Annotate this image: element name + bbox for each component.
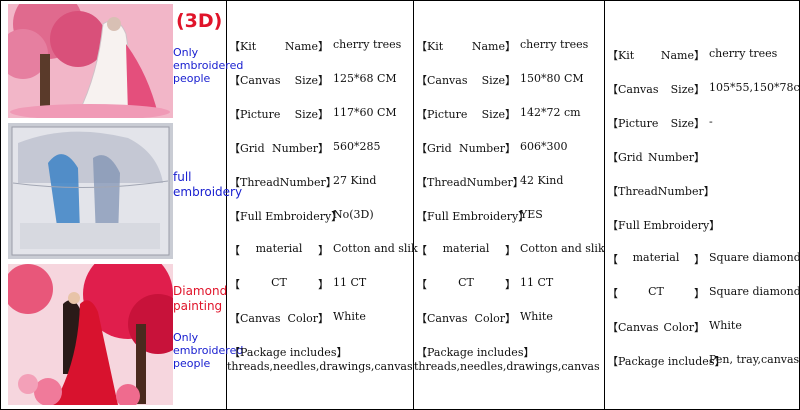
spec-row: 【Picture Size】 117*60 CM (229, 106, 397, 122)
spec-label: 【Grid Number】 (416, 142, 516, 155)
caption-3d-tag: (3D) (176, 10, 223, 32)
spec-row: 【Grid Number】 (607, 149, 705, 165)
spec-label: 【Canvas Size】 (607, 83, 705, 96)
spec-label: 【Kit Name】 (607, 49, 705, 62)
spec-label: 【Grid Number】 (607, 151, 705, 164)
spec-label: 【Full Embroidery】 (229, 210, 343, 223)
spec-row: 【CT】 11 CT (229, 276, 366, 292)
spec-value: No(3D) (333, 208, 374, 221)
caption-embroidery: full embroidery (173, 170, 243, 199)
spec-row: 【Full Embroidery】 YES (416, 208, 543, 224)
divider-1 (226, 0, 227, 410)
caption-diamond-people: Only embroidered people (173, 331, 244, 370)
spec-label: 【Package includes】 (607, 355, 726, 368)
spec-value: YES (520, 208, 543, 221)
spec-value: White (333, 310, 366, 323)
spec-label: 【Picture Size】 (607, 117, 705, 130)
spec-value: cherry trees (520, 38, 589, 51)
spec-label: 【Canvas Color】 (416, 312, 516, 325)
spec-row: 【Thread Number】 42 Kind (416, 174, 563, 190)
spec-value: 125*68 CM (333, 72, 397, 85)
spec-row: 【Canvas Color】 White (416, 310, 553, 326)
product-image-embroidery (8, 123, 173, 259)
spec-row: 【material】 Cotton and slik (229, 242, 418, 258)
spec-label: 【CT】 (416, 276, 516, 291)
package-contents: threads,needles,drawings,canvas (414, 360, 600, 373)
spec-label: 【Thread Number】 (607, 185, 715, 198)
spec-value: 105*55,150*78cm (709, 81, 800, 94)
spec-label: 【Picture Size】 (416, 108, 516, 121)
spec-value: 117*60 CM (333, 106, 397, 119)
spec-row: 【Package includes】 (229, 344, 348, 360)
spec-row: 【Canvas Color】 White (229, 310, 366, 326)
spec-value: 11 CT (520, 276, 554, 289)
spec-row: 【Kit Name】 cherry trees (229, 38, 401, 54)
spec-row: 【Canvas Color】 White (607, 319, 742, 335)
spec-row: 【Kit Name】 cherry trees (607, 47, 777, 63)
spec-row: 【Package includes】 (416, 344, 535, 360)
spec-value: cherry trees (333, 38, 402, 51)
spec-row: 【Picture Size】 142*72 cm (416, 106, 581, 122)
spec-row: 【Picture Size】 - (607, 115, 713, 131)
spec-value: 11 CT (333, 276, 367, 289)
spec-value: White (520, 310, 553, 323)
spec-row: 【Thread Number】 (607, 183, 715, 199)
spec-row: 【material】 Cotton and slik (416, 242, 605, 258)
spec-value: Cotton and slik (333, 242, 418, 255)
spec-label: 【Package includes】 (416, 346, 535, 359)
spec-row: 【CT】 Square diamond (607, 285, 800, 301)
package-contents: threads,needles,drawings,canvas (227, 360, 413, 373)
spec-row: 【CT】 11 CT (416, 276, 553, 292)
spec-label: 【Grid Number】 (229, 142, 329, 155)
spec-row: 【Grid Number】 606*300 (416, 140, 568, 156)
spec-label: 【Canvas Color】 (229, 312, 329, 325)
spec-value: - (709, 115, 713, 128)
spec-label: 【Canvas Size】 (229, 74, 329, 87)
spec-label: 【Full Embroidery】 (607, 219, 721, 232)
spec-value: Square diamond (709, 251, 800, 264)
spec-value: 27 Kind (333, 174, 377, 187)
spec-value: Cotton and slik (520, 242, 605, 255)
divider-2 (413, 0, 414, 410)
spec-value: 150*80 CM (520, 72, 584, 85)
caption-diamond: Diamond painting (173, 284, 228, 313)
spec-value: 42 Kind (520, 174, 564, 187)
spec-label: 【CT】 (607, 285, 705, 300)
spec-row: 【Full Embroidery】 (607, 217, 721, 233)
spec-label: 【material】 (416, 242, 516, 257)
spec-label: 【Kit Name】 (229, 40, 329, 53)
spec-row: 【Kit Name】 cherry trees (416, 38, 588, 54)
spec-label: 【Picture Size】 (229, 108, 329, 121)
spec-label: 【Canvas Size】 (416, 74, 516, 87)
spec-label: 【Package includes】 (229, 346, 348, 359)
spec-value: Square diamond (709, 285, 800, 298)
spec-row: 【Thread Number】 27 Kind (229, 174, 376, 190)
spec-value: 606*300 (520, 140, 568, 153)
spec-label: 【Kit Name】 (416, 40, 516, 53)
divider-3 (604, 0, 605, 410)
spec-label: 【Thread Number】 (229, 176, 337, 189)
spec-label: 【material】 (607, 251, 705, 266)
spec-value: White (709, 319, 742, 332)
spec-row: 【Grid Number】 560*285 (229, 140, 381, 156)
spec-label: 【Full Embroidery】 (416, 210, 530, 223)
spec-value: Pen, tray,canvas (709, 353, 800, 366)
spec-value: 142*72 cm (520, 106, 581, 119)
spec-value: 560*285 (333, 140, 381, 153)
spec-value: cherry trees (709, 47, 778, 60)
spec-row: 【material】 Square diamond (607, 251, 800, 267)
spec-row: 【Canvas Size】 125*68 CM (229, 72, 397, 88)
spec-label: 【Canvas Color】 (607, 321, 705, 334)
product-image-diamond (8, 264, 173, 405)
caption-3d-text: Only embroidered people (173, 46, 244, 85)
spec-label: 【CT】 (229, 276, 329, 291)
spec-row: 【Package includes】 Pen, tray,canvas (607, 353, 799, 369)
spec-label: 【material】 (229, 242, 329, 257)
product-image-3d (8, 4, 173, 118)
spec-row: 【Canvas Size】 105*55,150*78cm (607, 81, 800, 97)
spec-row: 【Canvas Size】 150*80 CM (416, 72, 584, 88)
spec-label: 【Thread Number】 (416, 176, 524, 189)
spec-row: 【Full Embroidery】 No(3D) (229, 208, 374, 224)
